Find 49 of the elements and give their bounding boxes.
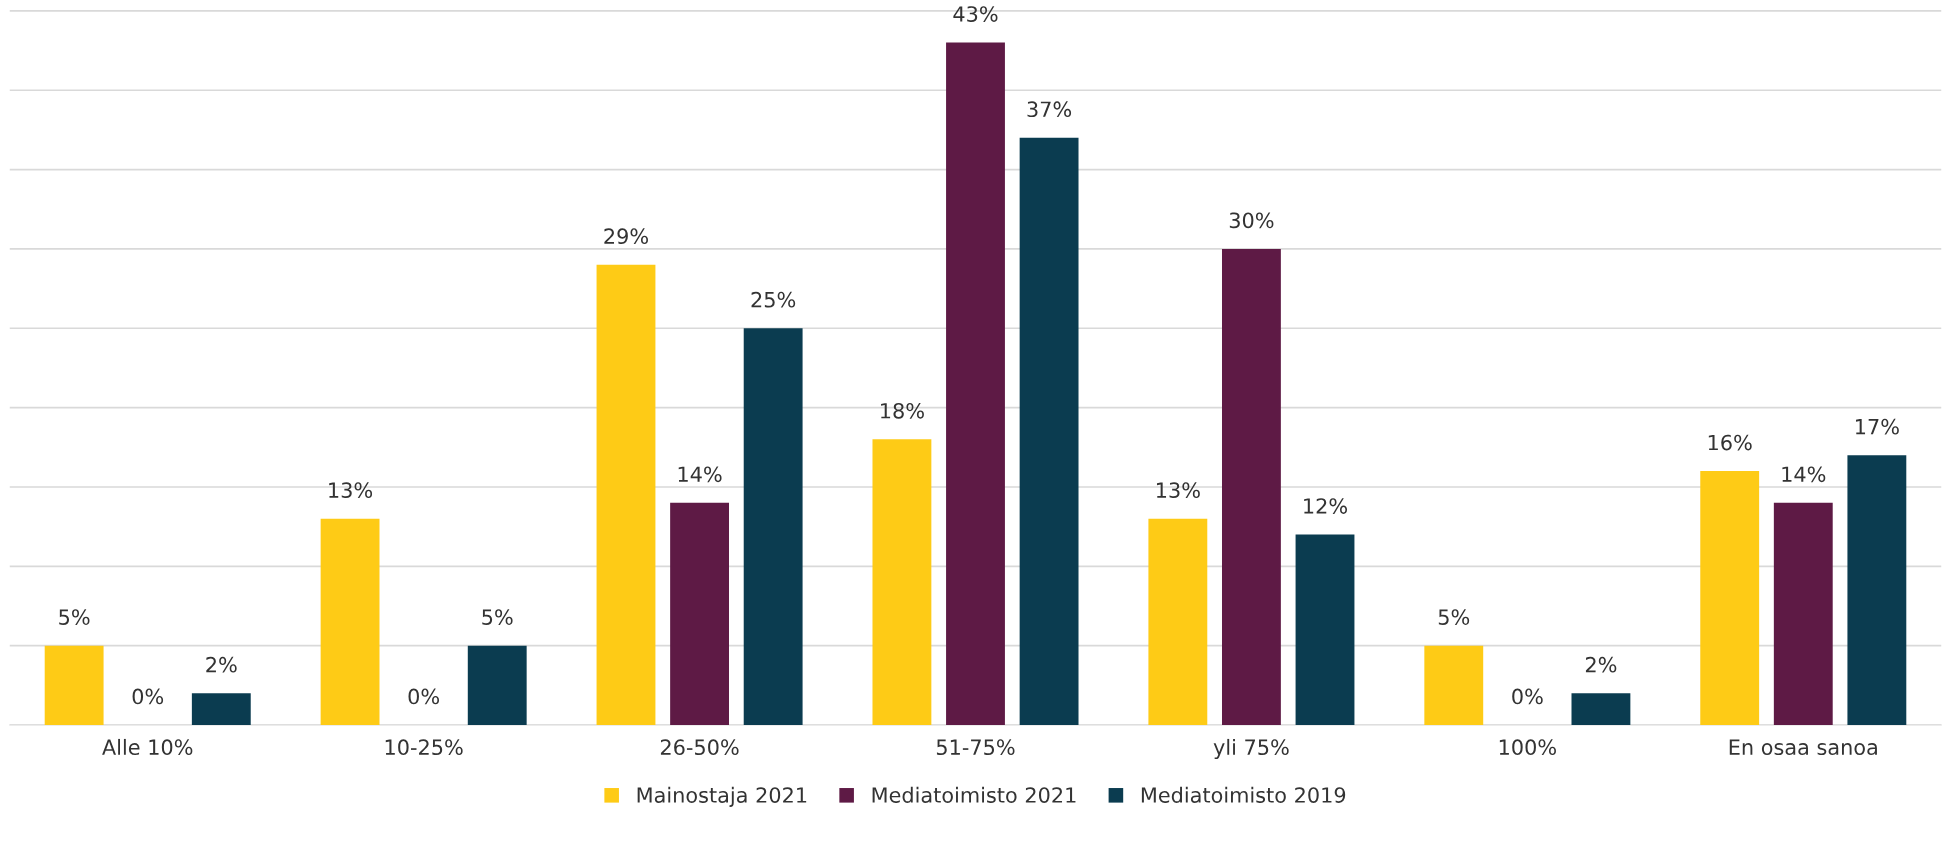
bar bbox=[1019, 137, 1079, 726]
data-label: 5% bbox=[1438, 609, 1470, 625]
bar bbox=[1773, 502, 1833, 726]
data-label: 13% bbox=[1156, 482, 1200, 499]
x-tick-label: 100% bbox=[1499, 739, 1556, 756]
data-label: 14% bbox=[1782, 466, 1826, 483]
bar bbox=[191, 693, 251, 726]
x-tick-label: 26-50% bbox=[660, 739, 739, 756]
bar bbox=[872, 439, 932, 726]
x-tick-label: 51-75% bbox=[936, 739, 1015, 756]
data-label: 2% bbox=[206, 656, 237, 673]
bar bbox=[1424, 645, 1484, 726]
x-tick-label: 10-25% bbox=[385, 739, 463, 756]
legend-label: Mediatoimisto 2021 bbox=[872, 786, 1076, 803]
data-label: 0% bbox=[408, 688, 440, 705]
data-label: 5% bbox=[482, 609, 513, 625]
data-label: 17% bbox=[1856, 418, 1899, 435]
bar bbox=[1571, 693, 1631, 726]
data-label: 18% bbox=[881, 402, 924, 419]
data-label: 0% bbox=[132, 688, 164, 705]
data-label: 29% bbox=[604, 228, 648, 245]
bar bbox=[1148, 518, 1208, 726]
bar bbox=[596, 264, 656, 726]
legend-label: Mediatoimisto 2019 bbox=[1141, 786, 1346, 803]
bar bbox=[1221, 248, 1281, 726]
legend-label: Mainostaja 2021 bbox=[637, 786, 807, 807]
data-label: 2% bbox=[1585, 656, 1617, 673]
bar bbox=[1295, 534, 1355, 726]
data-label: 0% bbox=[1512, 688, 1543, 705]
x-tick-label: yli 75% bbox=[1213, 738, 1289, 760]
data-label: 30% bbox=[1229, 212, 1274, 229]
bar bbox=[1700, 471, 1760, 726]
data-label: 43% bbox=[953, 6, 998, 22]
data-label: 13% bbox=[329, 482, 373, 499]
data-label: 37% bbox=[1027, 101, 1072, 118]
data-label: 5% bbox=[59, 609, 90, 625]
data-label: 12% bbox=[1304, 498, 1348, 514]
x-tick-label: En osaa sanoa bbox=[1729, 739, 1877, 756]
bar bbox=[467, 645, 527, 726]
data-label: 14% bbox=[678, 466, 722, 483]
bar bbox=[44, 645, 104, 726]
data-label: 25% bbox=[751, 291, 796, 308]
bar bbox=[320, 518, 380, 726]
bar bbox=[946, 42, 1005, 726]
bar bbox=[743, 328, 803, 726]
x-tick-label: Alle 10% bbox=[102, 738, 193, 756]
data-label: 16% bbox=[1708, 434, 1752, 451]
bar bbox=[670, 502, 730, 726]
bar bbox=[1847, 455, 1907, 726]
